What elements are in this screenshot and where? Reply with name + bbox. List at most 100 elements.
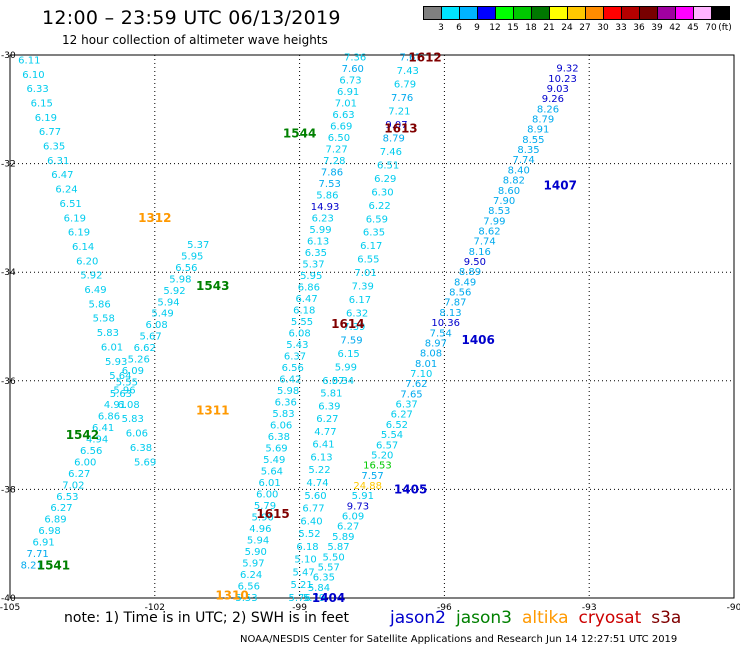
wave-height-value: 5.96 [113,385,135,396]
wave-height-value: 6.15 [338,349,360,360]
wave-height-value: 6.63 [332,110,354,121]
wave-height-value: 8.53 [488,206,510,217]
color-scale-label: 3 [438,23,444,33]
wave-height-value: 5.86 [316,191,338,202]
wave-height-value: 5.98 [169,274,191,285]
wave-height-value: 4.74 [306,478,328,489]
wave-height-value: 5.89 [332,532,354,543]
wave-height-value: 4.96 [249,524,271,535]
wave-height-value: 5.90 [245,547,267,558]
wave-height-value: 5.22 [308,465,330,476]
latitude-tick-label: -34 [1,268,16,278]
pass-id-label: 1541 [37,558,70,572]
wave-height-value: 5.90 [252,513,274,524]
wave-height-value: 7.54 [430,328,452,339]
wave-height-value: 6.30 [371,187,393,198]
pass-id-label: 1542 [66,428,99,442]
wave-height-value: 5.57 [318,562,340,573]
wave-height-value: 6.24 [240,570,262,581]
color-scale-unit: (ft) [718,23,732,33]
longitude-tick-label: -90 [727,603,740,613]
wave-height-value: 9.07 [385,120,407,131]
wave-height-value: 6.27 [68,469,90,480]
wave-height-value: 6.07 [322,376,344,387]
wave-height-value: 6.38 [130,443,152,454]
wave-height-value: 8.40 [508,165,530,176]
wave-height-value: 6.77 [39,127,61,138]
wave-height-value: 6.19 [68,228,90,239]
wave-height-value: 6.56 [282,363,304,374]
wave-height-value: 4.91 [104,400,126,411]
wave-height-value: 8.60 [498,186,520,197]
wave-height-value: 6.35 [313,573,335,584]
color-scale-label: 9 [474,23,480,33]
wave-height-value: 6.69 [330,122,352,133]
wave-height-value: 7.36 [344,53,366,64]
wave-height-value: 6.62 [134,343,156,354]
wave-height-value: 6.19 [35,113,57,124]
wave-height-value: 7.74 [512,155,534,166]
wave-height-value: 5.86 [89,299,111,310]
wave-height-value: 5.94 [247,536,269,547]
wave-height-value: 6.56 [238,582,260,593]
wave-height-value: 7.71 [27,549,49,560]
wave-height-value: 5.79 [303,593,325,604]
legend-item-cryosat: cryosat [578,608,642,628]
wave-height-value: 14.93 [311,202,340,213]
wave-height-value: 7.87 [444,298,466,309]
wave-height-value: 5.79 [254,501,276,512]
wave-height-value: 6.77 [302,504,324,515]
wave-height-value: 6.27 [316,414,338,425]
note-text: note: 1) Time is in UTC; 2) SWH is in fe… [64,610,350,626]
wave-height-value: 7.60 [342,64,364,75]
legend-item-s3a: s3a [651,608,682,628]
wave-height-value: 7.90 [493,196,515,207]
color-scale-label: 45 [687,23,699,33]
wave-height-value: 6.55 [357,255,379,266]
wave-height-value: 6.35 [43,142,65,153]
color-scale-label: 18 [525,23,537,33]
color-scale-label: 36 [633,23,645,33]
wave-height-value: 5.91 [352,491,374,502]
wave-height-value: 6.41 [92,423,114,434]
wave-height-value: 6.52 [386,420,408,431]
wave-height-value: 7.39 [352,282,374,293]
wave-height-value: 5.93 [105,357,127,368]
wave-height-value: 7.43 [397,66,419,77]
pass-id-label: 1311 [196,404,229,418]
wave-height-value: 8.79 [532,114,554,125]
wave-height-value: 6.59 [366,214,388,225]
wave-height-value: 5.54 [381,430,403,441]
wave-height-value: 7.65 [400,389,422,400]
wave-height-value: 5.64 [109,371,131,382]
pass-id-label: 1615 [256,507,289,521]
wave-height-value: 5.49 [263,455,285,466]
wave-height-value: 9.73 [347,501,369,512]
wave-height-value: 6.27 [391,410,413,421]
wave-height-value: 7.53 [319,179,341,190]
wave-height-value: 6.79 [394,80,416,91]
wave-height-value: 6.18 [296,542,318,553]
wave-height-value: 6.91 [337,87,359,98]
wave-height-value: 5.83 [272,409,294,420]
wave-height-value: 7.27 [325,145,347,156]
wave-height-value: 8.08 [420,349,442,360]
latitude-tick-label: -40 [1,594,16,604]
wave-height-value: 7.86 [321,168,343,179]
wave-height-value: 5.63 [110,389,132,400]
pass-id-label: 1406 [461,333,494,347]
wave-height-value: 6.17 [349,295,371,306]
wave-height-value: 6.73 [339,76,361,87]
wave-height-value: 6.47 [51,170,73,181]
latitude-tick-label: -36 [1,377,16,387]
wave-height-value: 6.31 [47,156,69,167]
legend-item-jason2: jason2 [390,608,446,628]
wave-height-value: 7.67 [399,53,421,64]
wave-height-value: 8.35 [517,145,539,156]
pass-id-label: 1312 [138,211,171,225]
wave-height-value: 7.28 [323,156,345,167]
wave-height-value: 7.02 [62,480,84,491]
wave-height-value: 5.49 [151,309,173,320]
wave-height-value: 6.11 [18,55,40,66]
wave-height-value: 5.76 [288,593,310,604]
